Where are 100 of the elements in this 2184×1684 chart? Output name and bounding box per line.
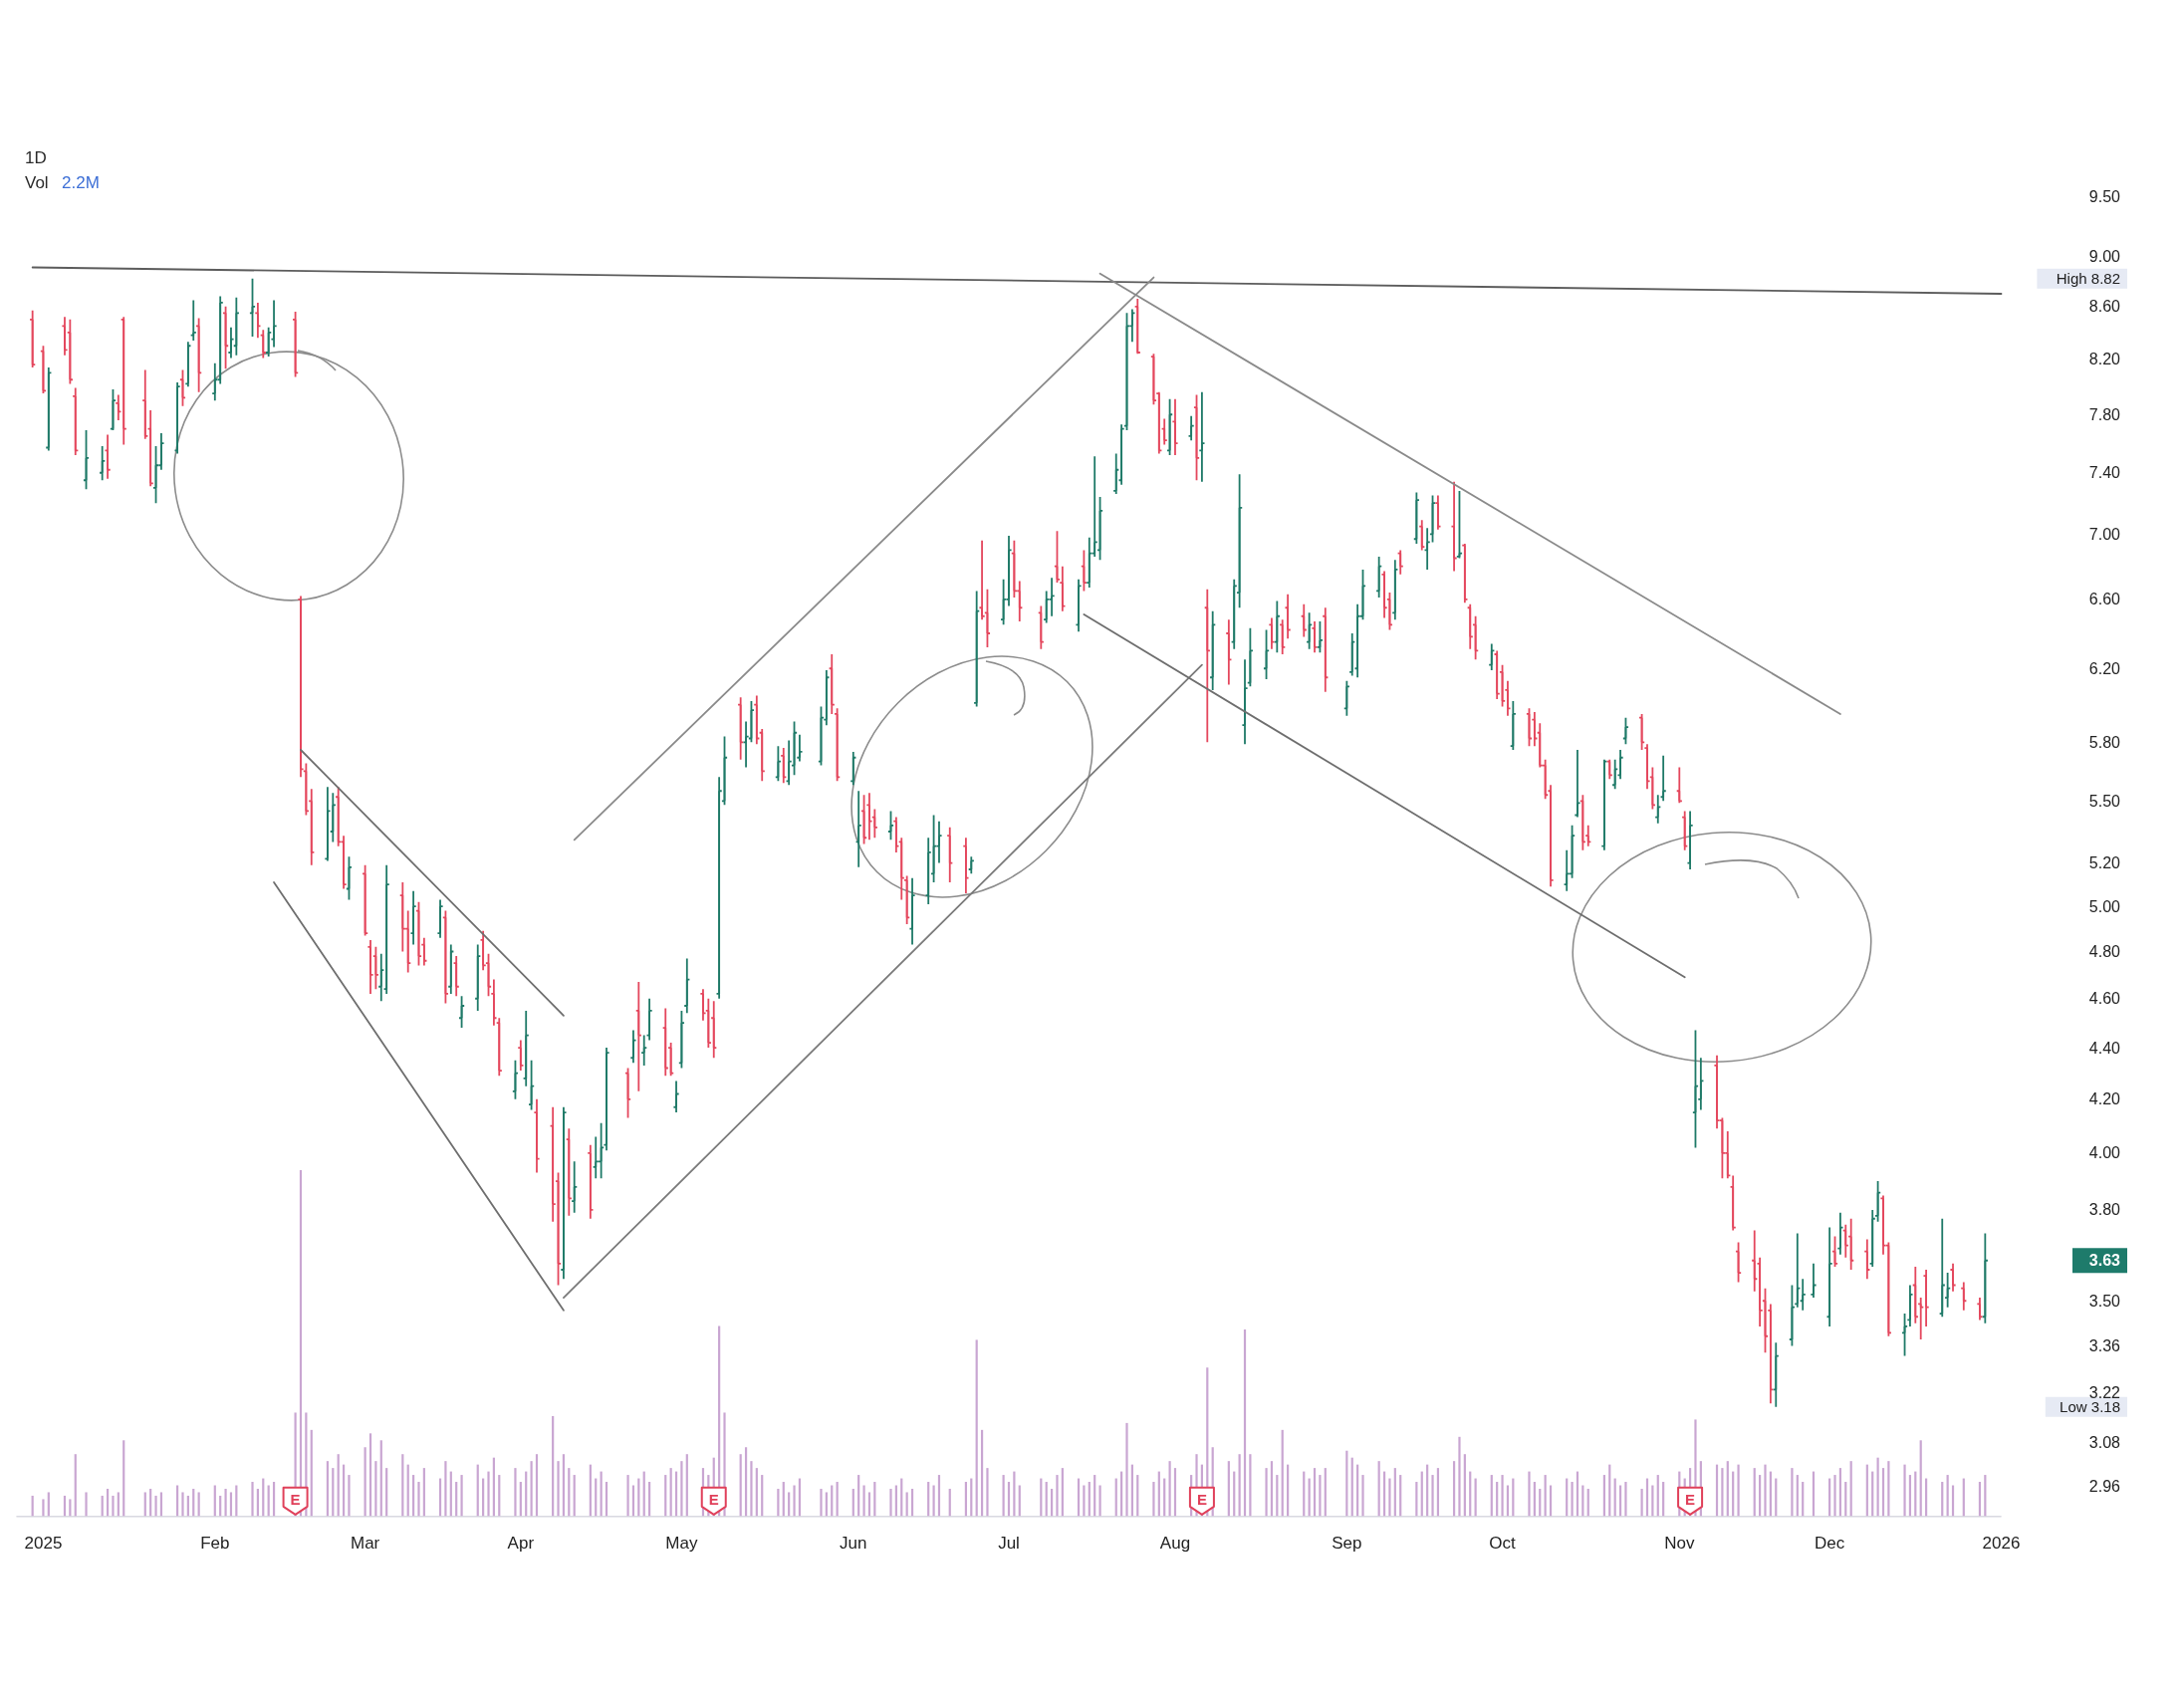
bar (364, 1447, 366, 1517)
bar (1726, 1461, 1729, 1517)
bar (1061, 1468, 1064, 1517)
bar (1319, 1475, 1322, 1517)
bar (1436, 1468, 1440, 1517)
bar (862, 1485, 865, 1517)
y-tick-label: 5.00 (2088, 897, 2121, 915)
y-tick-label: 4.20 (2088, 1090, 2121, 1108)
y-tick-label: 6.20 (2088, 659, 2121, 677)
y-tick-label: 7.00 (2088, 525, 2121, 543)
bar (1651, 1485, 1654, 1517)
y-tick-label: 9.00 (2088, 247, 2121, 265)
bar (487, 1471, 490, 1517)
bar (1737, 1464, 1740, 1517)
bar (1313, 1468, 1317, 1517)
bar (568, 1468, 571, 1517)
x-tick-label: 2026 (1982, 1533, 2021, 1553)
bar (1838, 1468, 1842, 1517)
x-tick-label: Jun (840, 1533, 867, 1553)
bar (251, 1482, 254, 1517)
bar (1506, 1485, 1510, 1517)
bar (1018, 1485, 1021, 1517)
bar (1249, 1454, 1252, 1517)
bar (820, 1488, 823, 1517)
bar (530, 1461, 533, 1517)
bar (348, 1475, 351, 1517)
bar (112, 1495, 115, 1517)
bar (889, 1488, 892, 1517)
bar (460, 1475, 463, 1517)
bar (385, 1468, 388, 1517)
bar (1345, 1450, 1348, 1517)
bar (422, 1468, 425, 1517)
bar (401, 1454, 404, 1517)
bar (1458, 1436, 1461, 1517)
bar (669, 1468, 672, 1517)
y-tick-label: 3.36 (2088, 1337, 2121, 1355)
bar (1618, 1485, 1622, 1517)
x-tick-label: 2025 (24, 1533, 63, 1553)
bar (85, 1492, 88, 1517)
bar (739, 1454, 742, 1517)
bar (181, 1492, 184, 1517)
bar (986, 1468, 989, 1517)
bar (74, 1454, 77, 1517)
bar (374, 1461, 377, 1517)
bar (332, 1468, 335, 1517)
y-tick-label: 6.60 (2088, 591, 2121, 608)
y-tick-label: 8.60 (2088, 298, 2121, 316)
chart-title: Vol (25, 173, 49, 192)
bar (1919, 1440, 1922, 1517)
x-tick-label: Feb (200, 1533, 230, 1553)
y-tick-label: 4.80 (2088, 942, 2121, 960)
bar (1083, 1485, 1086, 1517)
bar (1463, 1454, 1466, 1517)
y-tick-label: 3.50 (2088, 1292, 2121, 1310)
bar (932, 1485, 935, 1517)
bar (1764, 1464, 1767, 1517)
bar (176, 1485, 179, 1517)
bar (1173, 1468, 1177, 1517)
bar (1501, 1475, 1504, 1517)
bar (1270, 1461, 1274, 1517)
bar (1791, 1468, 1794, 1517)
bar (154, 1495, 157, 1517)
bar (1624, 1482, 1627, 1517)
bar (267, 1485, 270, 1517)
bar (1887, 1461, 1890, 1517)
bar (980, 1429, 984, 1517)
bar (793, 1485, 796, 1517)
bar (1361, 1475, 1364, 1517)
chart-title: 1D (25, 148, 47, 167)
bar (310, 1429, 313, 1517)
bar (368, 1433, 372, 1517)
bar (631, 1485, 635, 1517)
bar (1833, 1475, 1836, 1517)
bar (1903, 1464, 1906, 1517)
bar (235, 1485, 238, 1517)
bar (1393, 1468, 1396, 1517)
bar (535, 1454, 539, 1517)
bar (1168, 1461, 1171, 1517)
bar (1152, 1482, 1155, 1517)
x-tick-label: Oct (1489, 1533, 1517, 1553)
bar (744, 1447, 748, 1517)
bar (1452, 1461, 1456, 1517)
y-tick-label: 3.08 (2088, 1433, 2121, 1451)
annotation: E (1196, 1491, 1207, 1509)
bar (1377, 1461, 1380, 1517)
bar (1098, 1485, 1101, 1517)
annotation: E (1685, 1491, 1696, 1509)
x-tick-label: Nov (1664, 1533, 1695, 1553)
bar (42, 1499, 45, 1517)
bar (1571, 1482, 1574, 1517)
y-tick-label: 2.96 (2088, 1477, 2121, 1495)
bar (379, 1440, 382, 1517)
bar (626, 1475, 629, 1517)
bar (1281, 1429, 1284, 1517)
y-tick-label: 8.20 (2088, 351, 2121, 368)
x-tick-label: May (665, 1533, 698, 1553)
bar (1243, 1328, 1247, 1517)
bar (831, 1485, 834, 1517)
y-tick-label: 4.40 (2088, 1039, 2121, 1057)
bar (1753, 1468, 1756, 1517)
